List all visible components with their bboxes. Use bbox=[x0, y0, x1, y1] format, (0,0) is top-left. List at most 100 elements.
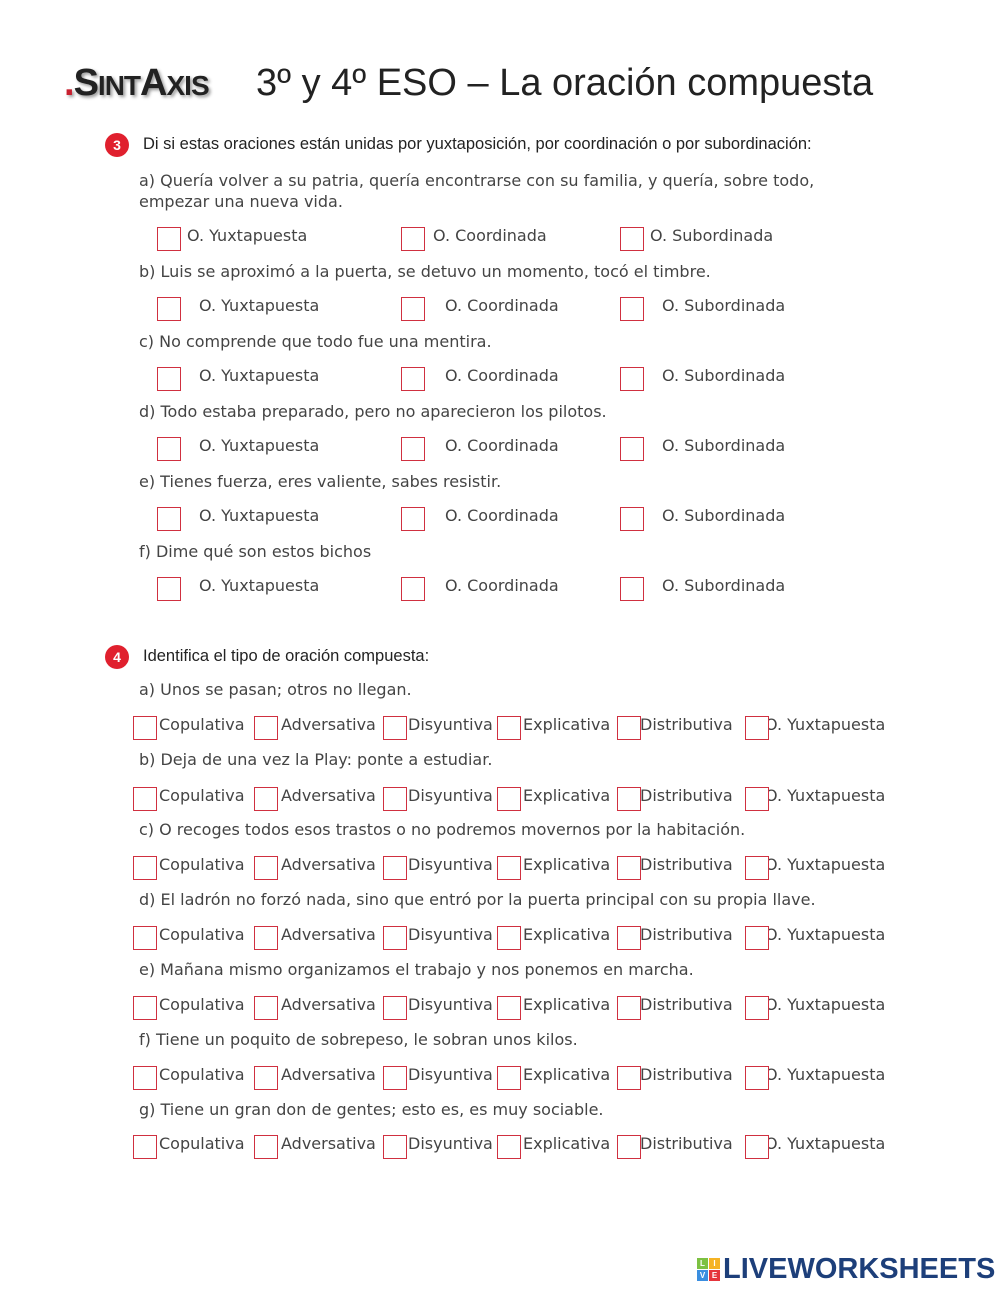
option-label: O. Subordinada bbox=[662, 436, 786, 455]
option-label: O. Subordinada bbox=[650, 226, 774, 245]
option-label: Distributiva bbox=[640, 1134, 733, 1153]
answer-checkbox[interactable] bbox=[383, 856, 407, 880]
page-title: 3º y 4º ESO – La oración compuesta bbox=[256, 62, 874, 104]
option-label: Explicativa bbox=[523, 1065, 611, 1084]
answer-checkbox[interactable] bbox=[745, 996, 769, 1020]
option-label: O. Yuxtapuesta bbox=[765, 855, 886, 874]
answer-checkbox[interactable] bbox=[617, 926, 641, 950]
option-label: O. Yuxtapuesta bbox=[187, 226, 308, 245]
question-text: f) Tiene un poquito de sobrepeso, le sob… bbox=[139, 1030, 578, 1049]
option-label: Copulativa bbox=[159, 786, 245, 805]
question-text: f) Dime qué son estos bichos bbox=[139, 542, 372, 561]
answer-checkbox[interactable] bbox=[383, 926, 407, 950]
answer-checkbox[interactable] bbox=[133, 1066, 157, 1090]
answer-checkbox[interactable] bbox=[133, 716, 157, 740]
answer-checkbox[interactable] bbox=[401, 297, 425, 321]
answer-checkbox[interactable] bbox=[254, 996, 278, 1020]
answer-checkbox[interactable] bbox=[497, 926, 521, 950]
option-label: Explicativa bbox=[523, 715, 611, 734]
answer-checkbox[interactable] bbox=[497, 1135, 521, 1159]
answer-checkbox[interactable] bbox=[497, 996, 521, 1020]
option-label: Disyuntiva bbox=[408, 1134, 493, 1153]
option-label: Disyuntiva bbox=[408, 995, 493, 1014]
option-label: Adversativa bbox=[281, 786, 376, 805]
answer-checkbox[interactable] bbox=[254, 1066, 278, 1090]
answer-checkbox[interactable] bbox=[401, 367, 425, 391]
answer-checkbox[interactable] bbox=[401, 507, 425, 531]
answer-checkbox[interactable] bbox=[254, 926, 278, 950]
option-label: O. Yuxtapuesta bbox=[765, 715, 886, 734]
option-label: O. Coordinada bbox=[445, 506, 559, 525]
question-text: a) Quería volver a su patria, quería enc… bbox=[139, 171, 815, 211]
answer-checkbox[interactable] bbox=[157, 227, 181, 251]
question-text: b) Deja de una vez la Play: ponte a estu… bbox=[139, 750, 493, 769]
section-instruction: Identifica el tipo de oración compuesta: bbox=[143, 647, 430, 665]
answer-checkbox[interactable] bbox=[617, 856, 641, 880]
option-label: Distributiva bbox=[640, 715, 733, 734]
option-label: O. Coordinada bbox=[433, 226, 547, 245]
answer-checkbox[interactable] bbox=[620, 577, 644, 601]
answer-checkbox[interactable] bbox=[497, 856, 521, 880]
option-label: O. Subordinada bbox=[662, 366, 786, 385]
answer-checkbox[interactable] bbox=[254, 716, 278, 740]
answer-checkbox[interactable] bbox=[401, 227, 425, 251]
answer-checkbox[interactable] bbox=[617, 1135, 641, 1159]
answer-checkbox[interactable] bbox=[617, 716, 641, 740]
answer-checkbox[interactable] bbox=[745, 926, 769, 950]
answer-checkbox[interactable] bbox=[745, 787, 769, 811]
answer-checkbox[interactable] bbox=[254, 1135, 278, 1159]
answer-checkbox[interactable] bbox=[745, 1066, 769, 1090]
option-label: Copulativa bbox=[159, 925, 245, 944]
option-label: Distributiva bbox=[640, 1065, 733, 1084]
answer-checkbox[interactable] bbox=[617, 1066, 641, 1090]
answer-checkbox[interactable] bbox=[157, 297, 181, 321]
answer-checkbox[interactable] bbox=[254, 856, 278, 880]
option-label: O. Yuxtapuesta bbox=[765, 995, 886, 1014]
option-label: Explicativa bbox=[523, 1134, 611, 1153]
answer-checkbox[interactable] bbox=[157, 437, 181, 461]
answer-checkbox[interactable] bbox=[745, 1135, 769, 1159]
option-label: Distributiva bbox=[640, 925, 733, 944]
answer-checkbox[interactable] bbox=[620, 507, 644, 531]
option-label: O. Subordinada bbox=[662, 576, 786, 595]
answer-checkbox[interactable] bbox=[617, 996, 641, 1020]
answer-checkbox[interactable] bbox=[401, 577, 425, 601]
answer-checkbox[interactable] bbox=[157, 507, 181, 531]
answer-checkbox[interactable] bbox=[497, 787, 521, 811]
question-text: d) El ladrón no forzó nada, sino que ent… bbox=[139, 890, 816, 909]
option-label: Disyuntiva bbox=[408, 786, 493, 805]
answer-checkbox[interactable] bbox=[383, 787, 407, 811]
answer-checkbox[interactable] bbox=[157, 367, 181, 391]
option-label: O. Yuxtapuesta bbox=[199, 506, 320, 525]
option-label: Adversativa bbox=[281, 715, 376, 734]
answer-checkbox[interactable] bbox=[383, 716, 407, 740]
option-label: O. Yuxtapuesta bbox=[199, 576, 320, 595]
answer-checkbox[interactable] bbox=[617, 787, 641, 811]
answer-checkbox[interactable] bbox=[620, 297, 644, 321]
answer-checkbox[interactable] bbox=[157, 577, 181, 601]
option-label: O. Yuxtapuesta bbox=[765, 925, 886, 944]
option-label: Disyuntiva bbox=[408, 855, 493, 874]
answer-checkbox[interactable] bbox=[620, 437, 644, 461]
answer-checkbox[interactable] bbox=[383, 1066, 407, 1090]
answer-checkbox[interactable] bbox=[745, 856, 769, 880]
answer-checkbox[interactable] bbox=[620, 367, 644, 391]
option-label: Disyuntiva bbox=[408, 1065, 493, 1084]
answer-checkbox[interactable] bbox=[133, 787, 157, 811]
answer-checkbox[interactable] bbox=[497, 716, 521, 740]
answer-checkbox[interactable] bbox=[133, 926, 157, 950]
question-text: a) Unos se pasan; otros no llegan. bbox=[139, 680, 412, 699]
answer-checkbox[interactable] bbox=[133, 856, 157, 880]
answer-checkbox[interactable] bbox=[254, 787, 278, 811]
answer-checkbox[interactable] bbox=[133, 996, 157, 1020]
answer-checkbox[interactable] bbox=[620, 227, 644, 251]
answer-checkbox[interactable] bbox=[383, 1135, 407, 1159]
answer-checkbox[interactable] bbox=[383, 996, 407, 1020]
answer-checkbox[interactable] bbox=[745, 716, 769, 740]
option-label: Copulativa bbox=[159, 995, 245, 1014]
option-label: O. Yuxtapuesta bbox=[199, 296, 320, 315]
answer-checkbox[interactable] bbox=[497, 1066, 521, 1090]
answer-checkbox[interactable] bbox=[401, 437, 425, 461]
section-number-badge: 3 bbox=[105, 133, 129, 157]
answer-checkbox[interactable] bbox=[133, 1135, 157, 1159]
